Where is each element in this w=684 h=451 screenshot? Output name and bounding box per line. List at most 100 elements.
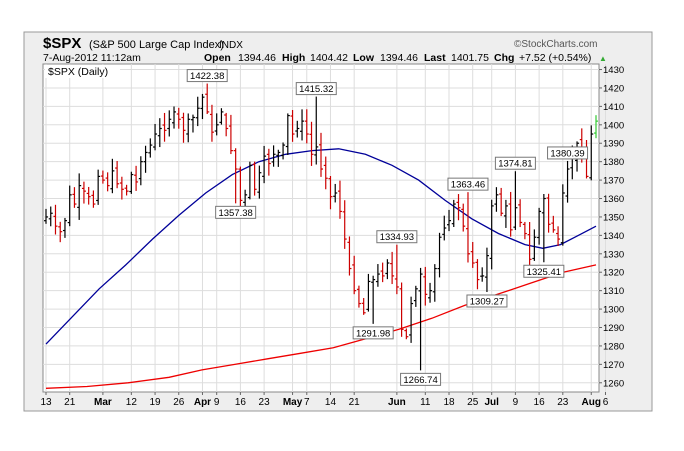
x-tick-label: 9 (214, 397, 220, 408)
stats-row: Open 1394.46 High 1404.42 Low 1394.46 La… (204, 52, 607, 64)
y-tick-label: 1280 (603, 341, 624, 352)
ohlc-bar (356, 285, 361, 308)
ohlc-bar (428, 282, 433, 303)
annotation-box (352, 326, 394, 340)
price-annotation: 1266.74 (400, 372, 442, 386)
x-tick-label: 7 (304, 397, 310, 408)
ohlc-bar (337, 180, 342, 219)
x-tick-label: 13 (40, 397, 52, 408)
ohlc-bar (176, 107, 181, 129)
annotation-label: 1374.81 (498, 159, 532, 170)
ohlc-bar (560, 184, 565, 246)
ohlc-bar (413, 285, 418, 307)
ohlc-bar (437, 232, 442, 278)
ohlc-bar (228, 114, 233, 155)
x-tick-label: 12 (126, 397, 138, 408)
ohlc-bar (167, 110, 172, 137)
ohlc-bar (371, 275, 376, 324)
annotation-label: 1415.32 (299, 84, 333, 95)
price-annotation: 1334.93 (376, 230, 418, 244)
ohlc-bar (385, 259, 390, 280)
ohlc-bar (195, 96, 200, 127)
ohlc-bar (124, 184, 129, 196)
y-tick-label: 1290 (603, 323, 624, 334)
annotation-box (400, 372, 442, 386)
ohlc-bar (489, 199, 494, 270)
ohlc-bar (352, 255, 357, 295)
ohlc-bar (129, 171, 134, 194)
ohlc-bar (257, 165, 262, 199)
index-name: (S&P 500 Large Cap Index) (89, 39, 224, 51)
annotation-label: 1309.27 (470, 296, 504, 307)
ohlc-bar (418, 267, 423, 371)
ohlc-bar (451, 199, 456, 228)
ohlc-bar (522, 221, 527, 240)
y-tick-label: 1350 (603, 212, 624, 223)
ohlc-bar (181, 112, 186, 143)
ohlc-bar (205, 83, 210, 115)
exchange: INDX (219, 40, 243, 51)
ohlc-bar (233, 148, 238, 204)
ohlc-bar (475, 259, 480, 290)
ohlc-bar (53, 204, 58, 235)
ohlc-bar (366, 273, 371, 312)
y-tick-label: 1410 (603, 102, 624, 113)
ohlc-bar (62, 217, 67, 238)
ohlc-bar (281, 142, 286, 160)
ohlc-bar (162, 112, 167, 142)
x-tick-label: 11 (420, 397, 431, 408)
annotation-label: 1334.93 (380, 232, 414, 243)
ohlc-bar (209, 104, 214, 142)
ohlc-bar (513, 171, 518, 230)
ma200-path (45, 264, 597, 389)
x-tick-label: 21 (349, 397, 361, 408)
ohlc-bar (423, 266, 428, 306)
ohlc-bar (224, 112, 229, 137)
ohlc-bar (77, 173, 82, 220)
ohlc-bar (238, 166, 243, 207)
timestamp: 7-Aug-2012 11:12am (43, 52, 141, 64)
y-tick-label: 1430 (603, 65, 624, 76)
ohlc-bar (214, 113, 219, 136)
ma200-line (45, 264, 597, 389)
price-annotation: 1357.38 (215, 205, 257, 219)
ohlc-bar (432, 264, 437, 302)
ohlc-bar (91, 190, 96, 208)
ohlc-bar (153, 123, 158, 151)
stat-last-label: Last (424, 52, 446, 64)
brand[interactable]: ©StockCharts.com (514, 39, 598, 50)
y-tick-label: 1330 (603, 249, 624, 260)
y-tick-label: 1270 (603, 360, 624, 371)
ohlc-bar (67, 185, 72, 227)
x-tick-label: 16 (235, 397, 247, 408)
ohlc-bar (219, 108, 224, 125)
ohlc-bar (304, 109, 309, 144)
ohlc-bar (148, 138, 153, 158)
ohlc-bar (527, 222, 532, 271)
symbol-title: $SPX (43, 35, 81, 52)
stat-open-value: 1394.46 (238, 52, 276, 64)
price-annotation: 1374.81 (494, 156, 536, 170)
ohlc-bar (58, 221, 63, 243)
ohlc-bar (110, 158, 115, 194)
stat-low-label: Low (353, 52, 375, 64)
ohlc-bar (186, 113, 191, 143)
stat-open-label: Open (204, 52, 231, 64)
annotation-box (547, 146, 589, 160)
price-annotation: 1422.38 (186, 69, 228, 83)
ohlc-bar (546, 193, 551, 233)
ohlc-bar (465, 192, 470, 263)
ohlc-bar (328, 176, 333, 210)
x-tick-label: 16 (534, 397, 546, 408)
y-tick-label: 1320 (603, 268, 624, 279)
stat-high-value: 1404.42 (310, 52, 348, 64)
x-tick-label: Jun (388, 397, 406, 408)
y-tick-label: 1400 (603, 120, 624, 131)
ohlc-bar (300, 109, 305, 141)
ohlc-bar (541, 193, 546, 263)
ohlc-bar (347, 236, 352, 276)
ohlc-bar (503, 199, 508, 228)
ohlc-bar (295, 120, 300, 138)
ohlc-bar (390, 251, 395, 285)
ohlc-bar (138, 156, 143, 186)
